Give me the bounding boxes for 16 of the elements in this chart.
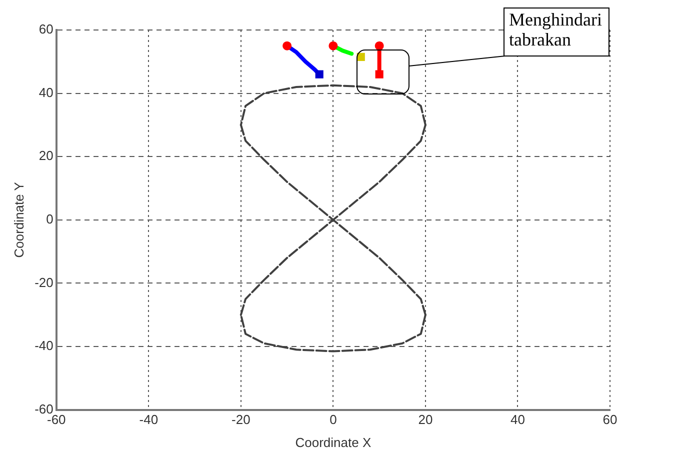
y-tick-label: 60 xyxy=(38,22,54,37)
y-tick-label: -20 xyxy=(34,274,54,290)
x-tick-label: 0 xyxy=(330,412,337,428)
y-tick-label: -40 xyxy=(34,338,54,354)
x-tick-label: -40 xyxy=(139,412,158,428)
y-tick-label: 0 xyxy=(46,211,54,226)
x-tick-label: -20 xyxy=(232,412,250,428)
x-tick-label: 60 xyxy=(602,412,618,428)
x-axis-title: Coordinate X xyxy=(295,434,372,450)
x-tick-label: 40 xyxy=(510,412,525,428)
y-tick-label: 20 xyxy=(38,148,54,164)
y-tick-label: -60 xyxy=(34,401,54,416)
x-tick-label: 20 xyxy=(418,412,433,428)
y-axis-title: Coordinate Y xyxy=(11,182,26,258)
y-tick-label: 40 xyxy=(38,84,54,100)
annotation: Menghindari tabrakan xyxy=(509,10,602,50)
